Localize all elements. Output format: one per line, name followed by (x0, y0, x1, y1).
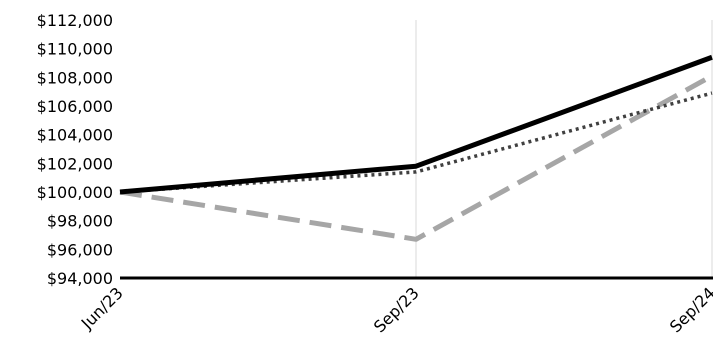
y-tick-label: $100,000 (37, 183, 113, 202)
x-tick-label: Jun/23 (77, 283, 127, 333)
y-tick-label: $94,000 (47, 269, 113, 288)
x-axis-labels: Jun/23 Sep/23 Sep/24 (77, 283, 713, 336)
y-axis: $94,000 $96,000 $98,000 $100,000 $102,000 $10… (37, 11, 113, 288)
y-tick-label: $112,000 (37, 11, 113, 30)
gridlines (415, 20, 713, 278)
x-tick-label: Sep/24 (666, 283, 713, 336)
series-line-solid (119, 54, 713, 195)
x-tick-label: Sep/23 (370, 283, 423, 336)
y-tick-label: $108,000 (37, 68, 113, 87)
y-tick-label: $110,000 (37, 40, 113, 59)
y-tick-label: $106,000 (37, 97, 113, 116)
series-line-dashed (119, 73, 713, 242)
y-tick-label: $98,000 (47, 212, 113, 231)
y-tick-label: $102,000 (37, 154, 113, 173)
y-tick-label: $96,000 (47, 240, 113, 259)
y-tick-label: $104,000 (37, 126, 113, 145)
series-lines (119, 54, 713, 242)
